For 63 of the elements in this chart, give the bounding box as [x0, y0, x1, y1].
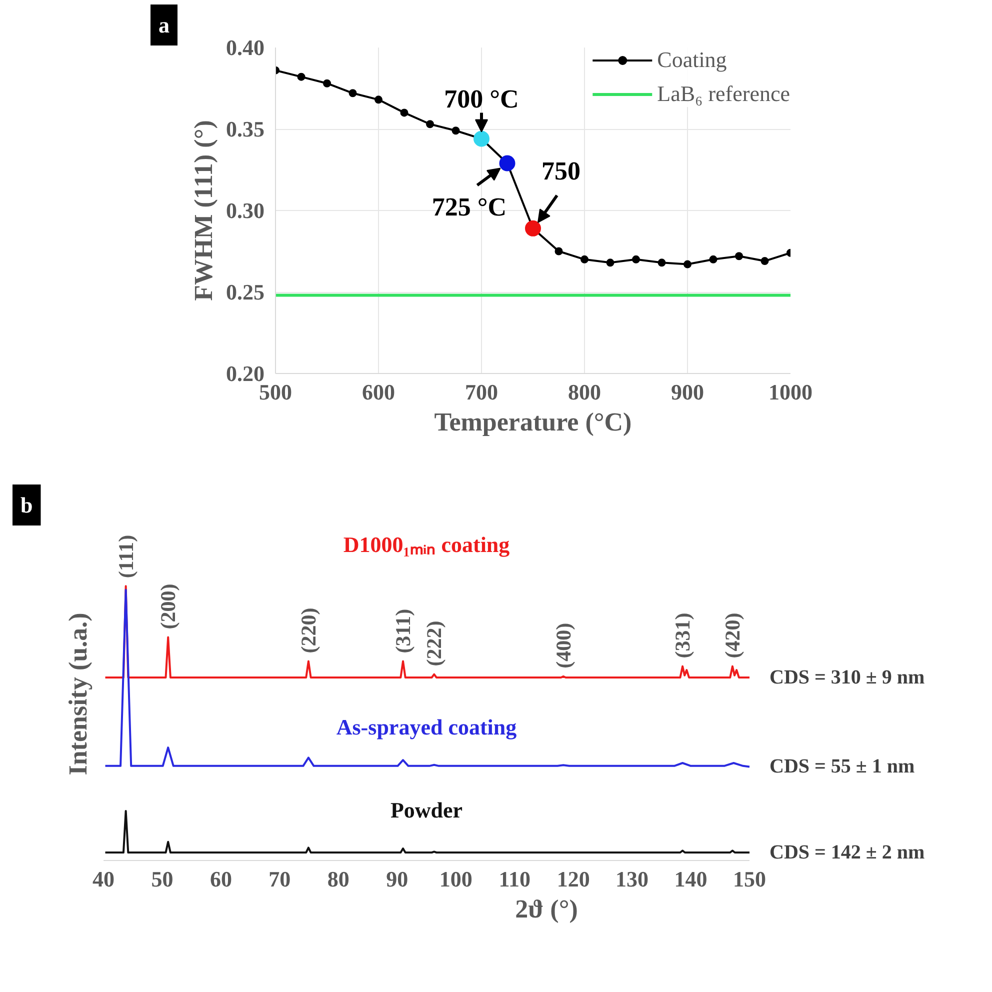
annotation: (331) [670, 612, 695, 658]
point [580, 255, 588, 264]
y-tick-label: 0.25 [226, 280, 264, 304]
text: CDS = 55 ± 1 nm [770, 756, 916, 778]
point [554, 247, 563, 256]
x-tick-label: 70 [268, 866, 291, 892]
legend-label: Coating [657, 47, 727, 73]
annotation: (400) [551, 622, 576, 668]
series-label: As-sprayed coating [336, 714, 517, 740]
x-tick-label: 900 [671, 380, 704, 404]
point [348, 89, 357, 98]
annotation: (220) [296, 608, 320, 654]
x-tick-label: 100 [439, 866, 472, 892]
text: CDS = 310 ± 9 nm [770, 666, 926, 688]
annotation: (311) [391, 608, 416, 654]
text: CDS = 142 ± 2 nm [770, 842, 926, 864]
x-axis-title: Temperature (°C) [434, 408, 632, 436]
x-tick-label: 90 [386, 866, 408, 892]
y-axis-title: Intensity (u.a.) [64, 612, 92, 776]
x-tick-label: 50 [151, 866, 174, 892]
x-axis-title: 2ϑ (°) [515, 894, 578, 924]
x-tick-label: 1000 [768, 380, 812, 404]
x-tick-label: 140 [674, 866, 708, 892]
point [426, 120, 434, 128]
x-tick-label: 600 [362, 380, 395, 404]
point [684, 260, 692, 268]
legend-label: LaB₆ reference [657, 81, 790, 107]
annotation: (420) [720, 612, 744, 658]
point [632, 255, 640, 264]
annotation: (200) [156, 584, 180, 630]
text: D1000₁ₘᵢₙ coating [343, 532, 510, 557]
x-tick-label: 700 [465, 380, 498, 404]
y-tick-label: 0.30 [226, 198, 264, 223]
point [606, 258, 614, 267]
point [709, 255, 718, 264]
x-tick-label: 130 [616, 866, 649, 892]
series-label: Powder [390, 797, 463, 822]
point [323, 79, 331, 88]
annotation: 750 [542, 156, 580, 186]
x-tick-label: 120 [556, 866, 590, 892]
y-tick-label: 0.35 [226, 116, 264, 142]
chart-title: b [20, 492, 33, 518]
annotation: (111) [114, 534, 138, 578]
annotation: (222) [422, 620, 446, 666]
chart-title: a [158, 12, 170, 38]
point [735, 252, 743, 260]
x-tick-label: 800 [568, 380, 601, 404]
x-tick-label: 150 [733, 866, 766, 892]
annotation: 725 °C [432, 192, 507, 222]
annotation: 700 °C [444, 84, 519, 114]
point [400, 108, 408, 117]
point [452, 126, 460, 135]
point [374, 96, 382, 104]
point [658, 258, 666, 267]
x-tick-label: 110 [498, 866, 530, 892]
x-tick-label: 40 [92, 866, 114, 892]
x-tick-label: 60 [210, 866, 232, 892]
y-tick-label: 0.40 [226, 35, 264, 60]
point [297, 72, 306, 81]
point [760, 257, 769, 266]
y-tick-label: 0.20 [226, 361, 264, 386]
y-axis-title: FWHM (111) (°) [189, 120, 218, 301]
x-tick-label: 80 [327, 866, 350, 892]
